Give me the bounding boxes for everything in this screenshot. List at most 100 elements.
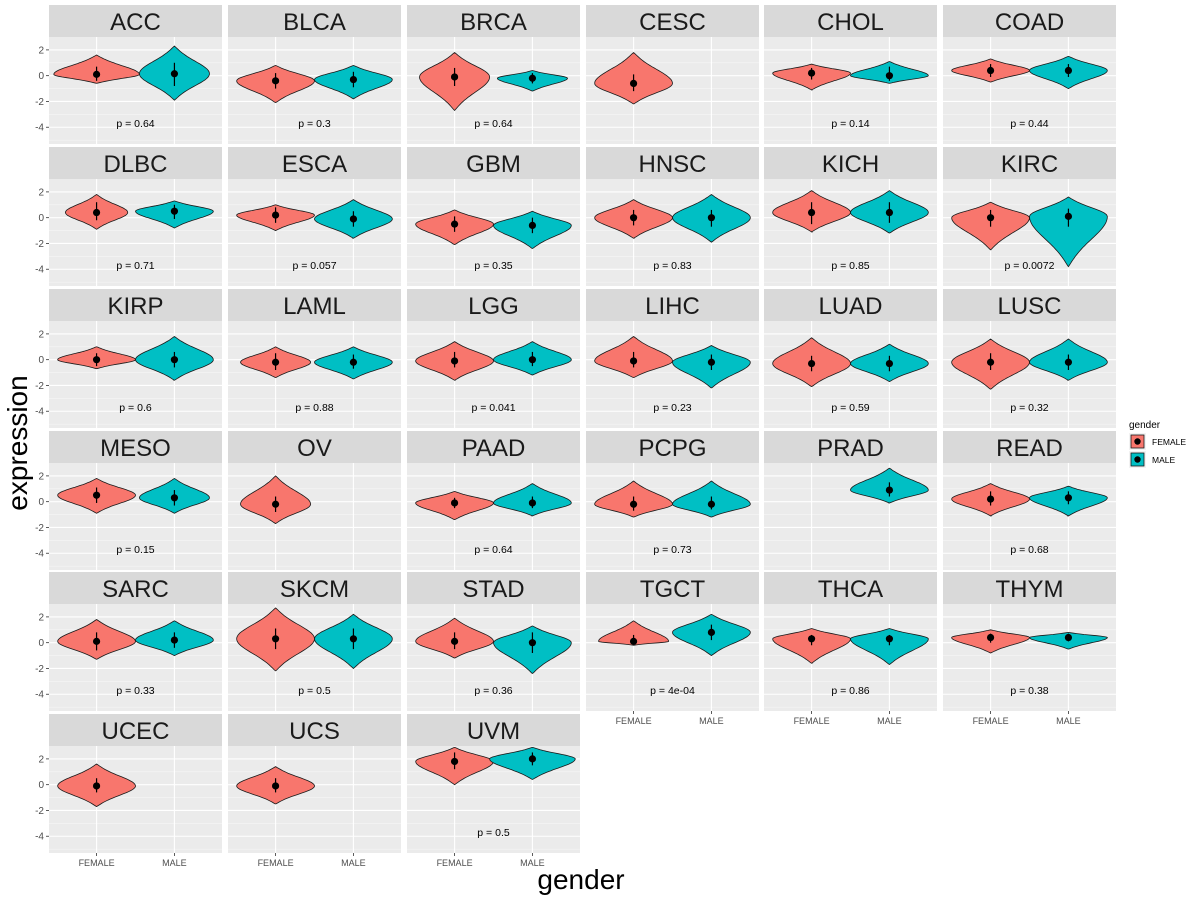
- facet-ov: OV: [228, 431, 401, 570]
- y-tick-label: 2: [38, 612, 44, 623]
- median-point-male: [707, 214, 716, 222]
- legend-label: FEMALE: [1152, 437, 1186, 447]
- facet-strip: [228, 714, 401, 746]
- p-value-label: p = 0.88: [295, 402, 333, 414]
- facet-uvm: UVM p = 0.5 FEMALE MALE: [407, 714, 580, 868]
- y-tick-label: -2: [35, 239, 44, 250]
- facet-title: DLBC: [103, 151, 167, 178]
- median-point-female: [450, 357, 459, 365]
- median-point-female: [271, 635, 280, 643]
- p-value-label: p = 0.057: [292, 260, 336, 272]
- y-tick-label: 2: [38, 754, 44, 765]
- p-value-label: p = 0.6: [119, 402, 152, 414]
- median-point-female: [629, 79, 638, 88]
- x-tick-label: MALE: [699, 716, 724, 726]
- median-point-female: [450, 757, 459, 766]
- facet-strip: [407, 431, 580, 463]
- facet-title: KIRP: [107, 293, 163, 320]
- panel-background: [586, 179, 759, 286]
- median-point-female: [271, 358, 280, 366]
- median-point-female: [450, 637, 459, 645]
- facet-title: BLCA: [283, 9, 346, 36]
- median-point-female: [271, 782, 280, 790]
- facet-strip: [49, 572, 222, 604]
- facet-chol: CHOL p = 0.14: [764, 5, 937, 144]
- panel-background: [228, 604, 401, 711]
- facet-strip: [228, 5, 401, 37]
- legend: gender FEMALE MALE: [1129, 420, 1186, 468]
- facet-strip: [586, 147, 759, 179]
- facet-title: PAAD: [462, 435, 526, 462]
- p-value-label: p = 0.38: [1010, 685, 1048, 697]
- panel-background: [228, 321, 401, 428]
- facet-strip: [49, 147, 222, 179]
- median-point-male: [170, 636, 179, 644]
- p-value-label: p = 0.5: [298, 685, 331, 697]
- median-point-female: [271, 500, 280, 508]
- p-value-label: p = 0.041: [471, 402, 515, 414]
- median-point-female: [986, 66, 995, 75]
- median-point-male: [707, 628, 716, 636]
- panel-background: [586, 604, 759, 711]
- p-value-label: p = 0.5: [477, 827, 510, 839]
- facet-title: BRCA: [460, 9, 527, 36]
- facet-pcpg: PCPG p = 0.73: [586, 431, 759, 570]
- panel-background: [764, 37, 937, 144]
- panel-background: [764, 604, 937, 711]
- facet-strip: [764, 572, 937, 604]
- facet-title: CHOL: [817, 9, 884, 36]
- median-point-male: [885, 208, 894, 217]
- facet-strip: [228, 289, 401, 321]
- median-point-female: [629, 214, 638, 222]
- median-point-female: [92, 637, 101, 645]
- median-point-male: [349, 75, 358, 84]
- facet-title: LUAD: [818, 293, 882, 320]
- p-value-label: p = 4e-04: [650, 685, 695, 697]
- p-value-label: p = 0.68: [1010, 544, 1048, 556]
- facet-cesc: CESC: [586, 5, 759, 144]
- legend-item-female: FEMALE: [1129, 433, 1186, 450]
- x-tick-label: MALE: [877, 716, 902, 726]
- facet-strip: [49, 714, 222, 746]
- facet-esca: ESCA p = 0.057: [228, 147, 401, 286]
- facet-strip: [228, 147, 401, 179]
- median-point-female: [92, 356, 101, 364]
- y-tick-label: -4: [35, 690, 44, 701]
- facet-strip: [407, 572, 580, 604]
- median-point-male: [885, 486, 894, 494]
- facet-title: UCEC: [101, 718, 169, 745]
- facet-title: HNSC: [638, 151, 706, 178]
- facet-strip: [586, 5, 759, 37]
- median-point-male: [885, 635, 894, 643]
- facet-sarc: SARC 2 0 -2 -4 p = 0.33: [35, 572, 222, 711]
- facet-strip: [407, 714, 580, 746]
- y-tick-label: 2: [38, 471, 44, 482]
- facet-title: ESCA: [282, 151, 347, 178]
- facet-strip: [49, 5, 222, 37]
- p-value-label: p = 0.0072: [1005, 260, 1055, 272]
- legend-item-male: MALE: [1129, 451, 1175, 468]
- facet-lihc: LIHC p = 0.23: [586, 289, 759, 428]
- panel-background: [49, 604, 222, 711]
- legend-point: [1134, 456, 1141, 463]
- facet-strip: [586, 431, 759, 463]
- facet-blca: BLCA p = 0.3: [228, 5, 401, 144]
- facet-strip: [943, 431, 1116, 463]
- median-point-male: [170, 356, 179, 364]
- y-tick-label: 0: [38, 355, 44, 366]
- facet-strip: [586, 572, 759, 604]
- legend-title: gender: [1129, 420, 1161, 431]
- facet-title: SKCM: [280, 576, 349, 603]
- y-tick-label: -2: [35, 523, 44, 534]
- y-tick-label: -4: [35, 265, 44, 276]
- facet-ucec: UCEC 2 0 -2 -4 FEMALE MALE: [35, 714, 222, 868]
- panel-background: [943, 463, 1116, 570]
- panel-background: [586, 463, 759, 570]
- facet-title: PRAD: [817, 435, 884, 462]
- panel-background: [49, 179, 222, 286]
- facet-strip: [764, 147, 937, 179]
- facet-strip: [407, 289, 580, 321]
- x-tick-label: MALE: [162, 858, 187, 868]
- facet-strip: [764, 289, 937, 321]
